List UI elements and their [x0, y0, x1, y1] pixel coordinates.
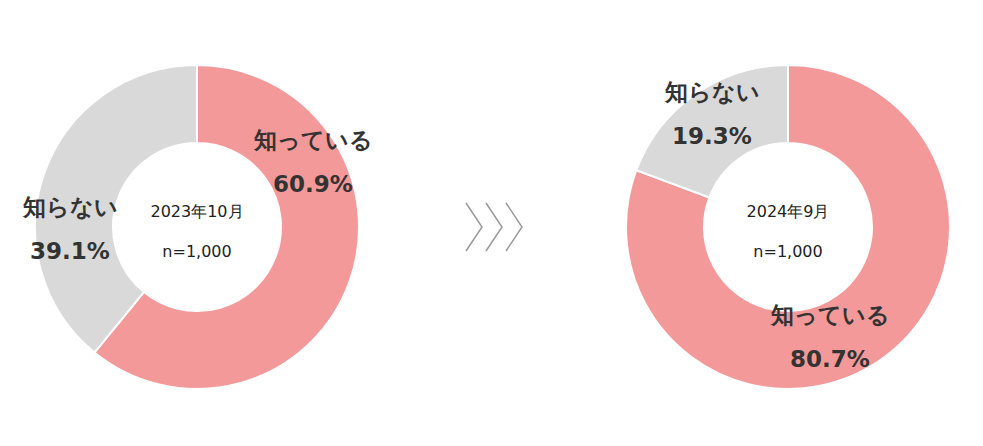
- chart-canvas: 2023年10月 n=1,000 知っている 60.9% 知らない 39.1% 2024年9…: [0, 0, 983, 446]
- slice-value-label: 80.7%: [790, 346, 870, 372]
- title: 2024年9月: [747, 202, 830, 221]
- slice-category-label: 知っている: [253, 127, 373, 153]
- slice: [636, 65, 788, 198]
- donut-chart: 2024年9月 n=1,000: [626, 65, 950, 389]
- slice-category-label: 知らない: [22, 194, 118, 220]
- slice-value-label: 39.1%: [30, 238, 110, 264]
- slice: [626, 65, 950, 389]
- slices: [626, 65, 950, 389]
- slice-value-label: 60.9%: [273, 171, 353, 197]
- slices: [35, 65, 359, 389]
- chevron: [466, 203, 482, 251]
- slice-category-label: 知らない: [664, 79, 760, 105]
- slice-value-label: 19.3%: [672, 123, 752, 149]
- arrow-chevrons: [466, 203, 522, 251]
- chevron: [486, 203, 502, 251]
- donut-chart: 2023年10月 n=1,000: [35, 65, 359, 389]
- subtitle: n=1,000: [753, 242, 822, 261]
- slice-category-label: 知っている: [770, 302, 890, 328]
- title: 2023年10月: [150, 202, 243, 221]
- chevron: [506, 203, 522, 251]
- subtitle: n=1,000: [162, 242, 231, 261]
